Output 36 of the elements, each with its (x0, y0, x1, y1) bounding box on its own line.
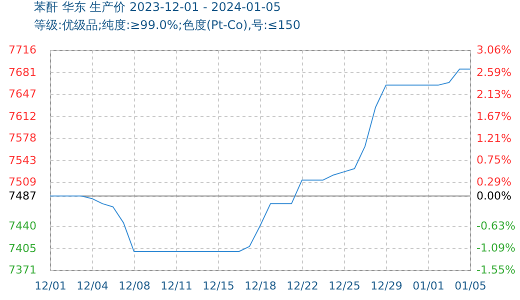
y2-tick-label: 0.29% (476, 176, 512, 189)
y-tick-label: 7681 (8, 66, 36, 79)
x-tick-label: 12/22 (286, 280, 318, 292)
y-tick-label: 7543 (8, 154, 36, 167)
y-tick-label: 7647 (8, 88, 36, 100)
y2-tick-label: -1.09% (476, 242, 516, 255)
x-tick-label: 12/11 (160, 280, 192, 292)
x-tick-label: 01/05 (454, 280, 486, 292)
x-tick-label: 12/18 (244, 280, 276, 292)
x-tick-label: 12/25 (328, 280, 360, 292)
y2-tick-label: 0.00% (476, 190, 512, 203)
y2-tick-label: 1.21% (476, 132, 512, 145)
y-tick-label: 7440 (8, 220, 36, 232)
x-tick-label: 12/29 (370, 280, 402, 292)
y-tick-label: 7509 (8, 176, 36, 188)
x-tick-label: 12/01 (34, 280, 66, 292)
x-tick-label: 01/01 (412, 280, 444, 292)
y-tick-label: 7371 (8, 264, 36, 276)
y2-tick-label: 1.67% (476, 110, 512, 123)
y-tick-label: 7578 (8, 132, 36, 144)
y-tick-label: 7612 (8, 110, 36, 123)
x-tick-label: 12/08 (118, 280, 150, 292)
y-tick-label: 7716 (8, 44, 36, 56)
y2-tick-label: 2.59% (476, 66, 512, 79)
y-tick-label: 7487 (8, 190, 36, 203)
chart-subtitle: 等级:优级品;纯度:≥99.0%;色度(Pt-Co),号:≤150 (34, 18, 301, 32)
x-tick-label: 12/04 (76, 280, 108, 292)
y-tick-label: 7405 (8, 242, 36, 255)
y2-tick-label: -1.55% (476, 264, 516, 276)
chart-title: 苯酐 华东 生产价 2023-12-01 - 2024-01-05 (34, 0, 281, 14)
y2-tick-label: 2.13% (476, 88, 512, 101)
y2-tick-label: 0.75% (476, 154, 512, 167)
y2-tick-label: 3.06% (476, 44, 512, 56)
y2-tick-label: -0.63% (476, 220, 516, 233)
x-tick-label: 12/15 (202, 280, 234, 292)
line-series (50, 68, 470, 252)
